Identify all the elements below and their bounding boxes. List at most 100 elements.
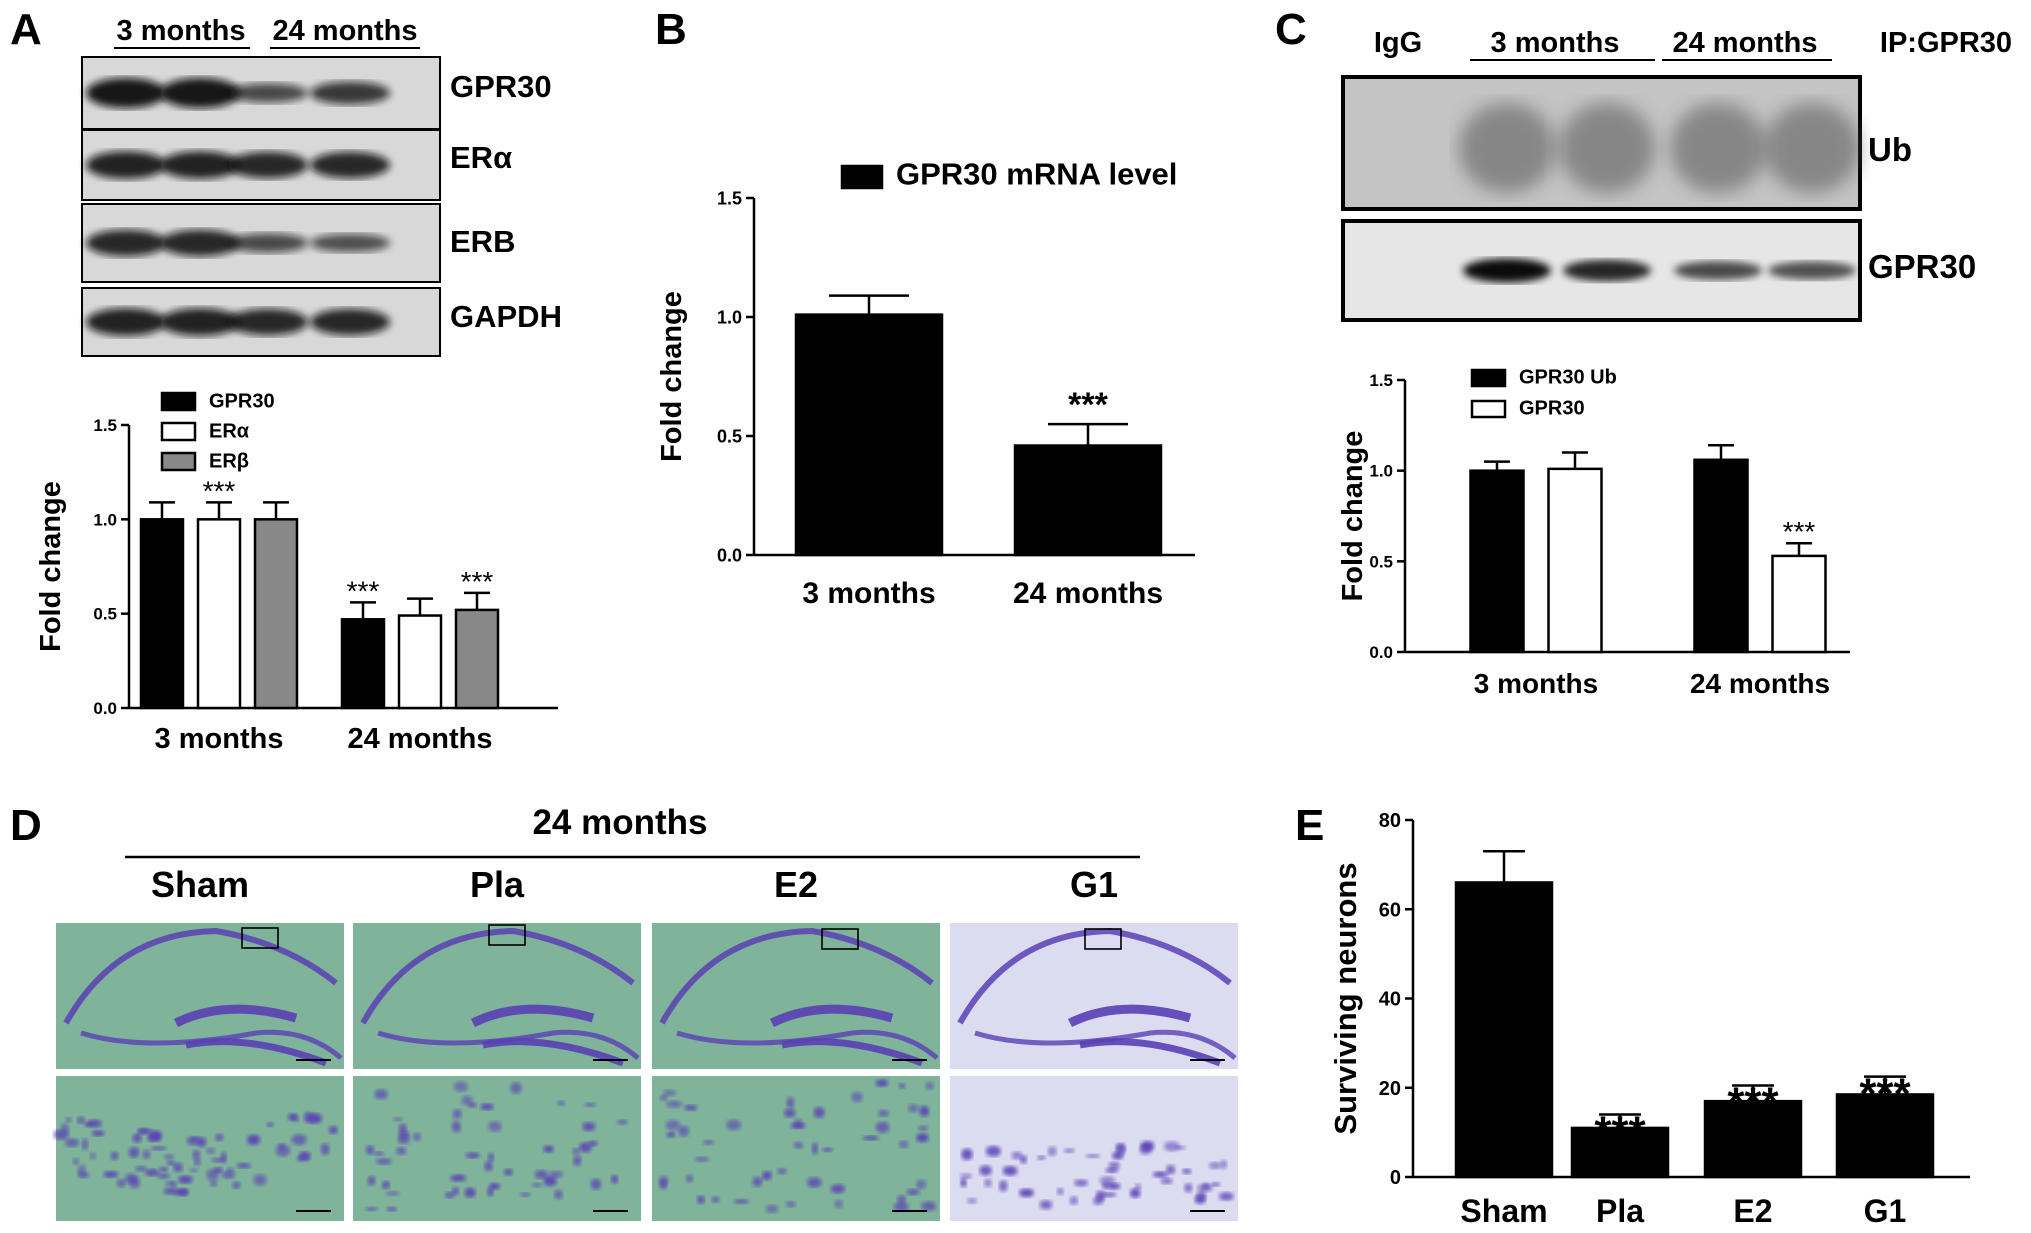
blot-band bbox=[160, 229, 240, 257]
significance-marker: *** bbox=[1783, 516, 1816, 547]
micrograph-column-label: E2 bbox=[774, 864, 818, 905]
blot-band bbox=[228, 151, 308, 179]
legend-entry: ERβ bbox=[209, 450, 249, 472]
micrograph-overview bbox=[56, 923, 344, 1069]
bar bbox=[340, 618, 386, 710]
y-tick-label: 80 bbox=[1379, 810, 1401, 832]
micrograph-column: E2 bbox=[652, 864, 940, 1221]
micrograph-column-label: G1 bbox=[1070, 864, 1118, 905]
significance-marker: *** bbox=[203, 475, 236, 506]
blot-strip: GAPDH bbox=[81, 287, 562, 357]
blot-band bbox=[1674, 261, 1762, 280]
y-tick-label: 0 bbox=[1390, 1167, 1401, 1189]
x-category-label: 24 months bbox=[347, 723, 492, 755]
bar bbox=[1771, 554, 1827, 654]
blot-c-group-label: 3 months bbox=[1491, 27, 1620, 59]
blot-protein-label: GPR30 bbox=[1868, 248, 1976, 285]
y-tick-label: 60 bbox=[1379, 899, 1401, 921]
bar bbox=[139, 518, 185, 710]
chart-a: 0.0 0.5 1.0 1.5 Fold change *** 3 months *** ***… bbox=[35, 390, 558, 755]
blot-protein-label: ERα bbox=[450, 140, 512, 175]
panel-a-blots: 3 months 24 months GPR30 ERα ERB GAPDH bbox=[81, 15, 562, 357]
y-tick-label: 1.0 bbox=[1369, 462, 1393, 481]
legend-swatch bbox=[1470, 399, 1507, 419]
blot-a-group-label: 3 months bbox=[117, 15, 246, 47]
blot-band bbox=[1463, 258, 1551, 283]
blot-band bbox=[1563, 259, 1651, 282]
significance-marker: *** bbox=[1727, 1079, 1779, 1128]
blot-c-igg-label: IgG bbox=[1374, 27, 1422, 59]
blot-band bbox=[228, 83, 308, 103]
x-category-label: 24 months bbox=[1690, 668, 1830, 699]
blot-band bbox=[1670, 103, 1766, 193]
y-tick-label: 0.5 bbox=[717, 426, 742, 446]
blot-protein-label: GPR30 bbox=[450, 69, 552, 104]
micrograph-column: G1 bbox=[950, 864, 1238, 1221]
x-category-label: E2 bbox=[1733, 1193, 1772, 1229]
blot-strip: ERα bbox=[81, 129, 512, 201]
blot-band bbox=[86, 229, 166, 257]
blot-band bbox=[310, 308, 390, 336]
blot-band bbox=[310, 81, 390, 105]
bar bbox=[196, 518, 242, 710]
blot-band bbox=[160, 151, 240, 179]
blot-strip: Ub bbox=[1341, 75, 1912, 211]
blot-band bbox=[1559, 103, 1655, 193]
blot-c-group-label: 24 months bbox=[1672, 27, 1817, 59]
legend-entry: GPR30 bbox=[1519, 398, 1585, 420]
micrograph-column: Pla bbox=[353, 864, 641, 1221]
y-tick-label: 20 bbox=[1379, 1078, 1401, 1100]
blot-band bbox=[228, 308, 308, 336]
legend-swatch bbox=[160, 391, 197, 412]
y-axis-label: Surviving neurons bbox=[1328, 862, 1363, 1134]
blot-strip: GPR30 bbox=[1341, 219, 1976, 322]
bar bbox=[1693, 458, 1749, 654]
legend-entry: ERα bbox=[209, 420, 250, 442]
y-tick-label: 1.5 bbox=[1369, 371, 1393, 390]
micrograph-zoom bbox=[652, 1076, 940, 1221]
y-tick-label: 1.5 bbox=[93, 416, 117, 435]
y-axis-label: Fold change bbox=[1337, 431, 1369, 602]
blot-strip: ERB bbox=[81, 203, 515, 283]
y-tick-label: 1.0 bbox=[717, 307, 742, 327]
panel-d-micrographs: 24 months Sham Pla E2 G1 bbox=[53, 803, 1238, 1221]
blot-band bbox=[310, 151, 390, 179]
blot-band bbox=[86, 78, 166, 108]
blot-band bbox=[310, 234, 390, 252]
legend-swatch bbox=[1470, 368, 1507, 388]
x-category-label: Pla bbox=[1596, 1193, 1644, 1229]
bar bbox=[794, 313, 944, 557]
bar bbox=[1835, 1093, 1935, 1179]
legend-entry: GPR30 Ub bbox=[1519, 367, 1617, 389]
panel-letter-a: A bbox=[10, 5, 42, 54]
y-tick-label: 0.0 bbox=[1369, 643, 1393, 662]
bar bbox=[1547, 467, 1603, 654]
significance-marker: *** bbox=[461, 566, 494, 597]
y-tick-label: 1.0 bbox=[93, 510, 117, 529]
x-category-label: 3 months bbox=[802, 577, 935, 610]
significance-marker: *** bbox=[1068, 386, 1108, 424]
micrograph-column-label: Pla bbox=[470, 864, 525, 905]
significance-marker: *** bbox=[347, 575, 380, 606]
chart-e: 0 20 40 60 80 Surviving neurons Sham *** Pla *** E… bbox=[1328, 810, 1970, 1229]
chart-c: 0.0 0.5 1.0 1.5 Fold change 3 months *** 24 mon… bbox=[1337, 367, 1850, 699]
panel-letter-c: C bbox=[1275, 5, 1307, 54]
micrograph-overview bbox=[652, 923, 940, 1069]
blot-band bbox=[1764, 103, 1860, 193]
chart-b: 0.0 0.5 1.0 1.5 Fold change 3 months *** 24 mon… bbox=[656, 157, 1195, 610]
blot-band bbox=[1768, 261, 1856, 280]
blot-band bbox=[86, 308, 166, 336]
blot-band bbox=[160, 78, 240, 108]
legend-entry: GPR30 mRNA level bbox=[896, 157, 1177, 192]
y-axis-label: Fold change bbox=[35, 481, 67, 652]
micrograph-column: Sham bbox=[53, 864, 344, 1221]
x-category-label: 3 months bbox=[1474, 668, 1598, 699]
blot-band bbox=[228, 233, 308, 253]
significance-marker: *** bbox=[1859, 1070, 1911, 1119]
micrograph-zoom bbox=[56, 1076, 344, 1221]
bar bbox=[397, 614, 443, 710]
bar bbox=[1013, 444, 1163, 557]
legend-swatch bbox=[840, 164, 884, 190]
y-tick-label: 0.0 bbox=[717, 545, 742, 565]
